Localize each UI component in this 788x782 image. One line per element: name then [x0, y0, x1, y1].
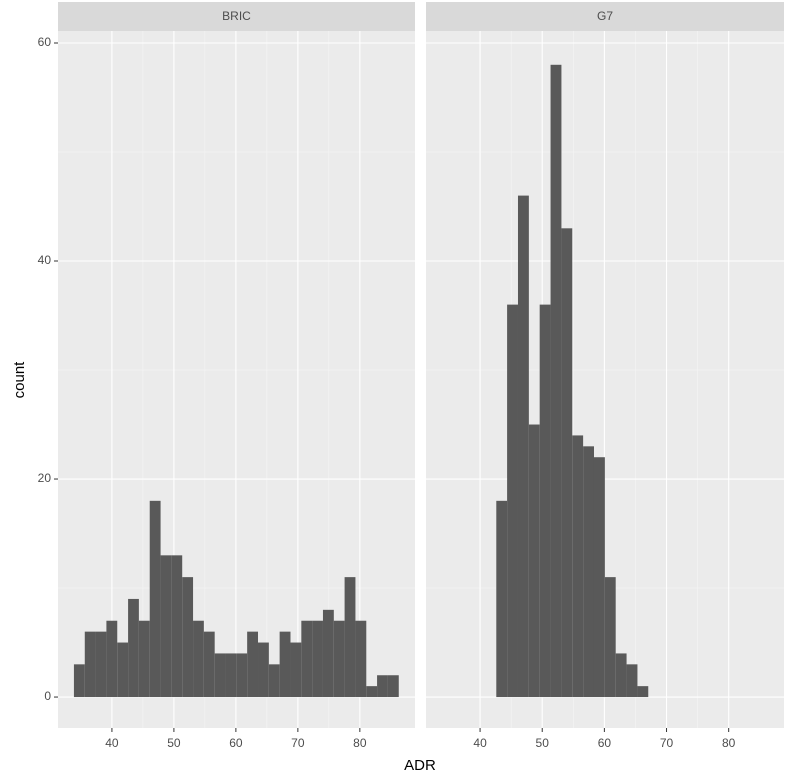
y-tick-label: 60: [38, 35, 52, 49]
bar: [203, 631, 215, 698]
bar: [507, 304, 518, 698]
bar: [225, 653, 237, 698]
bar: [626, 664, 638, 698]
bar: [344, 577, 356, 698]
x-tick-label: 40: [473, 736, 487, 750]
y-tick-label: 0: [44, 689, 51, 703]
x-tick-label: 80: [353, 736, 367, 750]
bar: [182, 577, 194, 698]
panel-background: [58, 31, 415, 728]
bar: [539, 304, 551, 698]
bar: [106, 620, 118, 698]
y-axis-label: count: [11, 361, 28, 399]
bar: [95, 631, 107, 698]
bar: [193, 620, 204, 698]
bar: [593, 457, 605, 698]
x-tick-label: 60: [229, 736, 243, 750]
bar: [377, 675, 388, 698]
bar: [572, 435, 584, 698]
bar: [366, 686, 378, 698]
strip-background: [58, 2, 415, 31]
bar: [550, 64, 562, 698]
bar: [73, 664, 85, 698]
bar: [604, 577, 616, 698]
x-tick-label: 70: [660, 736, 674, 750]
x-tick-label: 70: [291, 736, 305, 750]
bar: [268, 664, 280, 698]
bar: [138, 620, 150, 698]
bar: [637, 686, 649, 698]
bar: [355, 620, 367, 698]
bar: [236, 653, 248, 698]
bar: [160, 555, 172, 698]
bar: [496, 500, 508, 698]
bar: [322, 609, 334, 698]
y-tick-label: 40: [38, 253, 52, 267]
bar: [312, 620, 323, 698]
bar: [290, 642, 302, 698]
bar: [561, 228, 573, 698]
bar: [615, 653, 627, 698]
bar: [279, 631, 291, 698]
bar: [517, 195, 529, 698]
strip-label: BRIC: [222, 9, 251, 23]
x-tick-label: 80: [722, 736, 736, 750]
bar: [117, 642, 129, 698]
x-tick-label: 50: [536, 736, 550, 750]
strip-background: [426, 2, 784, 31]
bar: [583, 446, 594, 698]
bar: [149, 500, 161, 698]
bar: [301, 620, 313, 698]
strip-label: G7: [597, 9, 613, 23]
bar: [84, 631, 96, 698]
x-axis-label: ADR: [404, 757, 436, 774]
y-tick-label: 20: [38, 471, 52, 485]
bar: [247, 631, 259, 698]
bar: [258, 642, 269, 698]
bar: [214, 653, 226, 698]
x-tick-label: 50: [167, 736, 181, 750]
x-tick-label: 60: [598, 736, 612, 750]
bar: [387, 675, 399, 698]
x-tick-label: 40: [105, 736, 119, 750]
bar: [528, 424, 540, 698]
bar: [333, 620, 345, 698]
bar: [128, 598, 139, 698]
bar: [171, 555, 183, 698]
